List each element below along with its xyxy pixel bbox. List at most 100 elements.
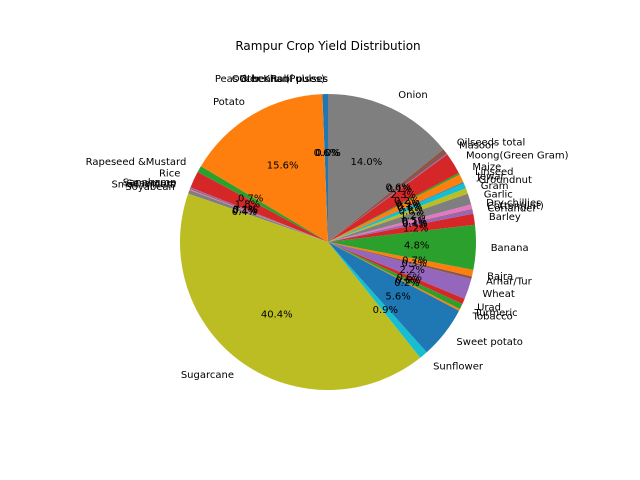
slice-label-potato: Potato <box>213 97 245 108</box>
slice-pct-peas-beans-pulses: 0.6% <box>314 148 339 159</box>
slice-pct-linseed: 0.9% <box>395 199 420 210</box>
slice-masoor <box>328 153 448 242</box>
slice-pct-sugarcane: 40.4% <box>261 310 293 321</box>
slice-peas-beans-pulses <box>322 94 328 242</box>
slice-pct-sweet-potato: 5.6% <box>385 292 410 303</box>
slice-pct-barley: 1.2% <box>403 223 428 234</box>
slice-label-sunflower: Sunflower <box>433 361 484 372</box>
slice-label-coriander: Coriander <box>487 204 537 215</box>
slice-small-millets <box>189 189 328 242</box>
slice-maize <box>328 172 460 242</box>
slice-pct-masoor: 0.1% <box>387 184 412 195</box>
slice-label-soyabean: Soyabean <box>125 182 174 193</box>
slice-label-bajra: Bajra <box>487 271 513 282</box>
slice-pct-cotton-lint: 0.1% <box>402 217 427 228</box>
slice-pct-rice: 1.8% <box>235 200 260 211</box>
slice-cotton-lint <box>328 209 473 242</box>
slice-sweet-potato <box>328 242 460 353</box>
slice-pct-oilseeds-total: 0.6% <box>386 183 411 194</box>
slice-pct-moong-green-gram: 2.3% <box>391 190 416 201</box>
slice-banana <box>328 224 476 270</box>
slice-sesamum <box>189 188 328 242</box>
slice-label-moong-green-gram: Moong(Green Gram) <box>466 151 569 162</box>
slice-pct-sunflower: 0.9% <box>373 305 398 316</box>
slice-oilseeds-total <box>328 149 447 242</box>
slice-label-peas-beans-pulses: Peas & beans (Pulses) <box>215 74 325 85</box>
slice-gram <box>328 188 468 242</box>
slice-pct-other-kharif-pulses: 0.0% <box>315 148 340 159</box>
slice-tobacco <box>328 242 460 311</box>
slice-pct-coriander: 0.4% <box>402 219 427 230</box>
slice-label-turmeric: Turmeric <box>474 308 518 319</box>
slice-pct-potato: 15.6% <box>267 161 299 172</box>
slice-turmeric <box>328 242 463 310</box>
slice-pct-jowar: 0.1% <box>397 201 422 212</box>
slice-sugarcane <box>180 193 421 390</box>
slice-label-gram: Gram <box>481 181 509 192</box>
slice-pct-bajra: 0.7% <box>402 256 427 267</box>
slice-label-banana: Banana <box>491 243 529 254</box>
slice-label-other-kharif-pulses: Other Kharif pulses <box>232 74 328 85</box>
slice-label-jowar: Jowar <box>476 172 505 183</box>
slice-pct-small-millets: 0.1% <box>232 206 257 217</box>
slice-pct-tobacco: 0.2% <box>394 278 419 289</box>
slice-label-oilseeds-total: Oilseeds total <box>457 137 526 148</box>
slice-pct-wheat: 2.2% <box>399 265 424 276</box>
slice-label-groundnut: Groundnut <box>479 175 532 186</box>
slice-pct-banana: 4.8% <box>404 240 429 251</box>
slice-label-rapeseed-mustard: Rapeseed &Mustard <box>86 157 187 168</box>
slice-sunflower <box>328 242 427 358</box>
slices-group <box>180 94 476 390</box>
slice-label-sannhamp: Sannhamp <box>123 177 177 188</box>
slice-label-onion: Onion <box>398 90 427 101</box>
slice-moong-green-gram <box>328 154 459 242</box>
slice-label-masoor: Masoor <box>459 140 496 151</box>
slice-pct-groundnut: 0.6% <box>397 203 422 214</box>
slice-pct-garlic: 1.2% <box>400 211 425 222</box>
slice-bajra <box>328 242 474 277</box>
slice-pct-turmeric: 0.6% <box>395 276 420 287</box>
slice-label-wheat: Wheat <box>482 289 515 300</box>
slice-pct-arhar-tur: 0.3% <box>401 258 426 269</box>
slice-label-arhar-tur: Arhar/Tur <box>486 276 533 287</box>
slice-label-sweet-potato: Sweet potato <box>456 337 522 348</box>
slice-label-other-rabi-pulses: Other Rabi pulses <box>239 74 328 85</box>
slice-garlic <box>328 193 472 242</box>
slice-label-dry-chillies: Dry chillies <box>486 198 541 209</box>
slice-label-maize: Maize <box>472 162 501 173</box>
slice-pct-sannhamp: 0.1% <box>233 204 258 215</box>
slice-label-garlic: Garlic <box>484 190 513 201</box>
slice-pct-onion: 14.0% <box>350 157 382 168</box>
labels-group: Peas & beans (Pulses) Potato Rapeseed &Mus… <box>86 74 569 381</box>
slice-pct-gram: 0.6% <box>399 206 424 217</box>
slice-rapeseed-mustard <box>197 166 328 242</box>
slice-label-urad: Urad <box>477 302 501 313</box>
slice-label-small-millets: Small millets <box>111 179 175 190</box>
chart-title: Rampur Crop Yield Distribution <box>235 39 420 53</box>
slice-sannhamp <box>190 187 328 242</box>
slice-groundnut <box>328 183 466 242</box>
slice-pct-urad: 0.6% <box>397 273 422 284</box>
slice-coriander <box>328 209 474 242</box>
slice-soyabean <box>188 190 328 242</box>
slice-pct-soyabean: 0.4% <box>232 207 257 218</box>
slice-urad <box>328 242 465 304</box>
slice-linseed <box>328 174 464 242</box>
slice-label-cotton-lint: Cotton(lint) <box>487 201 544 212</box>
slice-label-tobacco: Tobacco <box>472 312 513 323</box>
slice-pct-dry-chillies: 0.5% <box>402 216 427 227</box>
percent-labels-group: 0.6%15.6%0.7%1.8%0.1%0.1%0.1%0.4%40.4% 0.… <box>232 148 430 320</box>
slice-onion <box>328 94 444 242</box>
slice-pct-other-rabi-pulses: 0.0% <box>315 148 340 159</box>
slice-label-sesamum: Sesamum <box>126 178 176 189</box>
slice-label-sugarcane: Sugarcane <box>181 370 234 381</box>
slice-potato <box>200 94 328 242</box>
slice-dry-chillies <box>328 204 473 242</box>
slice-pct-rapeseed-mustard: 0.7% <box>238 193 263 204</box>
slice-wheat <box>328 242 472 299</box>
slice-pct-maize: 0.2% <box>394 196 419 207</box>
slice-label-barley: Barley <box>489 212 521 223</box>
slice-barley <box>328 213 475 242</box>
